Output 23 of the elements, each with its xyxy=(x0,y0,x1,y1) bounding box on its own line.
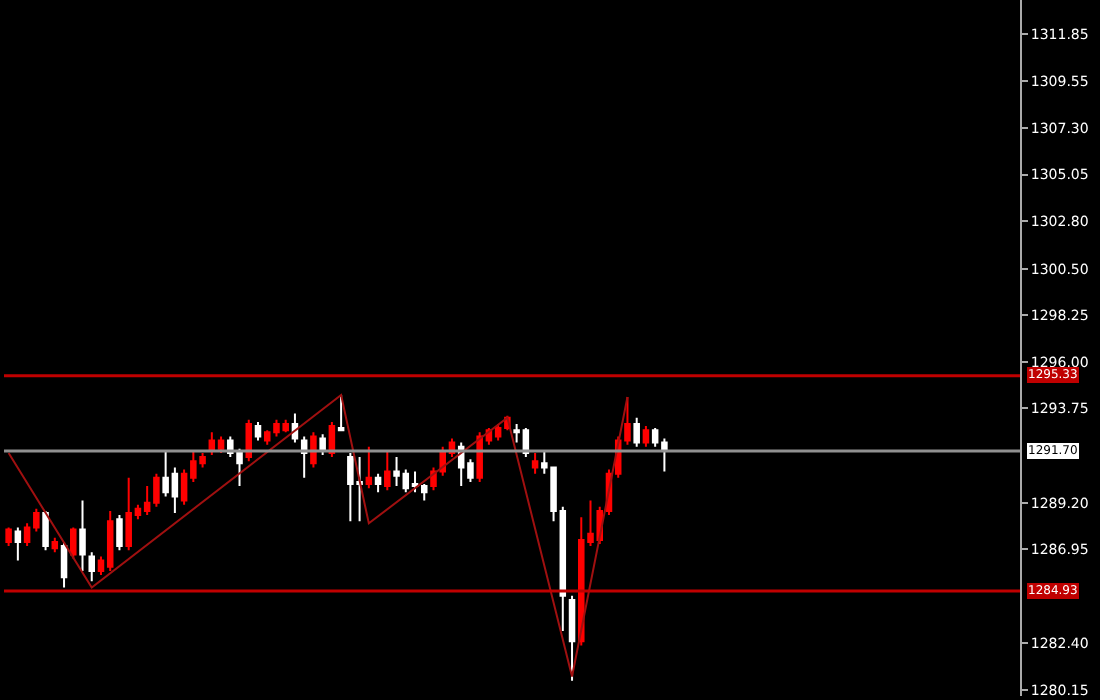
candlestick xyxy=(254,420,262,442)
candlestick xyxy=(568,594,576,682)
candlestick xyxy=(5,526,12,548)
candlestick xyxy=(116,514,123,552)
candlestick xyxy=(14,526,22,562)
candlestick xyxy=(337,394,345,432)
candlestick xyxy=(42,509,49,552)
candlestick xyxy=(411,470,419,494)
candlestick xyxy=(633,416,640,448)
candlestick xyxy=(531,451,539,475)
candlestick xyxy=(310,431,317,469)
candlestick xyxy=(51,536,59,554)
candlestick xyxy=(60,540,68,589)
candlestick xyxy=(79,499,86,572)
candlestick xyxy=(642,425,650,448)
candlestick xyxy=(70,526,77,560)
candlestick xyxy=(421,483,428,502)
candlestick xyxy=(88,551,95,583)
candlestick xyxy=(106,509,114,572)
candlestick xyxy=(384,449,391,492)
candlestick xyxy=(374,472,382,494)
line-series xyxy=(7,394,629,678)
candlestick xyxy=(365,445,373,490)
